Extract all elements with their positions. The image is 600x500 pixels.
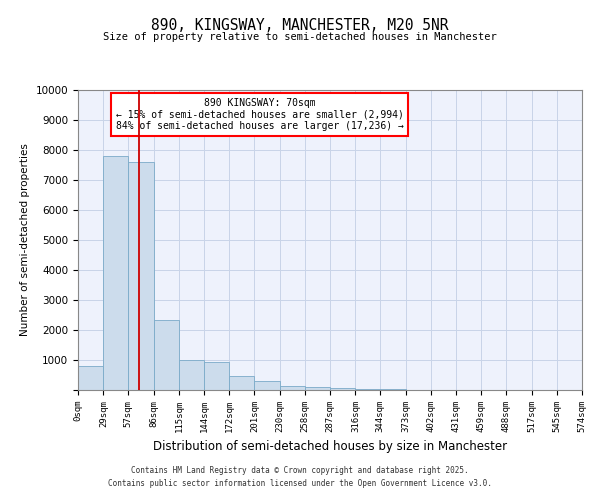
Bar <box>78 366 103 390</box>
Text: 890, KINGSWAY, MANCHESTER, M20 5NR: 890, KINGSWAY, MANCHESTER, M20 5NR <box>151 18 449 32</box>
Bar <box>128 162 154 390</box>
Text: 890 KINGSWAY: 70sqm
← 15% of semi-detached houses are smaller (2,994)
84% of sem: 890 KINGSWAY: 70sqm ← 15% of semi-detach… <box>116 98 403 130</box>
Y-axis label: Number of semi-detached properties: Number of semi-detached properties <box>20 144 30 336</box>
Bar <box>355 389 380 390</box>
Bar <box>280 386 305 390</box>
Bar <box>179 360 205 390</box>
Bar <box>229 376 254 390</box>
X-axis label: Distribution of semi-detached houses by size in Manchester: Distribution of semi-detached houses by … <box>153 440 507 454</box>
Bar <box>254 381 280 390</box>
Bar <box>103 156 128 390</box>
Bar <box>205 362 229 390</box>
Bar <box>330 388 355 390</box>
Text: Size of property relative to semi-detached houses in Manchester: Size of property relative to semi-detach… <box>103 32 497 42</box>
Bar <box>154 320 179 390</box>
Bar <box>305 387 330 390</box>
Text: Contains HM Land Registry data © Crown copyright and database right 2025.
Contai: Contains HM Land Registry data © Crown c… <box>108 466 492 487</box>
